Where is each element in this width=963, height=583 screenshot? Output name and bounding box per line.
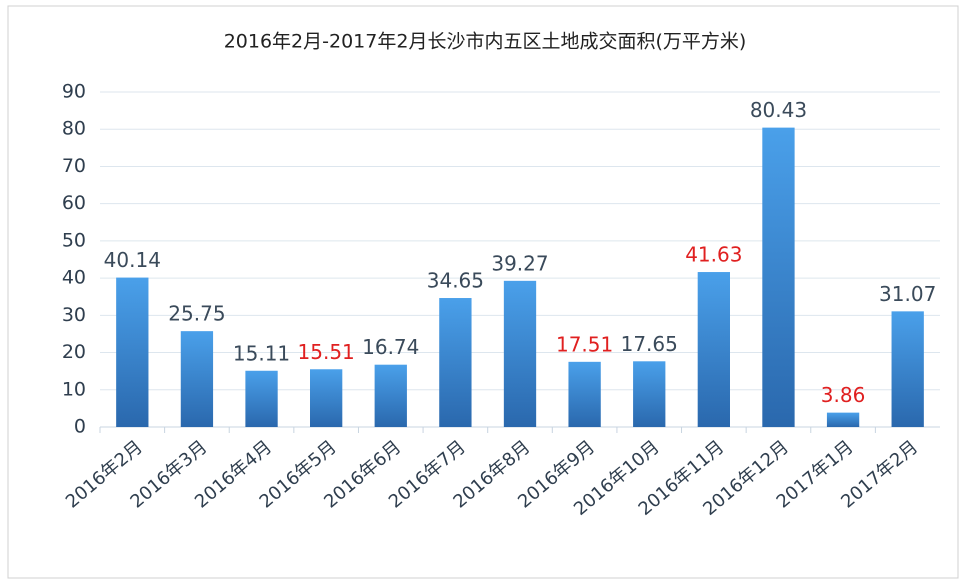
value-label: 16.74: [362, 335, 419, 359]
value-label: 17.51: [556, 332, 613, 356]
bar: [568, 361, 601, 427]
y-tick-label: 90: [62, 81, 86, 103]
bar: [762, 127, 795, 427]
bar: [503, 280, 537, 427]
value-label: 25.75: [168, 302, 225, 326]
value-label: 40.14: [104, 248, 161, 272]
bar: [633, 361, 666, 427]
y-tick-label: 40: [62, 267, 86, 289]
bar: [374, 364, 407, 427]
bar: [439, 298, 472, 427]
y-tick-label: 70: [62, 155, 86, 177]
y-tick-label: 80: [62, 118, 86, 140]
bar: [891, 311, 924, 427]
value-label: 80.43: [750, 98, 807, 122]
value-label: 15.51: [298, 340, 355, 364]
bar: [116, 277, 149, 427]
y-tick-label: 60: [62, 192, 86, 214]
value-label: 34.65: [427, 269, 484, 293]
frame: [7, 5, 959, 579]
bar: [697, 272, 730, 427]
bar: [310, 369, 343, 427]
y-tick-label: 30: [62, 304, 86, 326]
value-label: 17.65: [621, 332, 678, 356]
y-tick-label: 10: [62, 378, 86, 400]
y-tick-label: 0: [74, 416, 86, 438]
value-label: 39.27: [491, 251, 548, 275]
bar: [245, 370, 278, 427]
value-label: 15.11: [233, 341, 290, 365]
bar: [180, 331, 214, 427]
y-tick-label: 50: [62, 229, 86, 251]
value-label: 31.07: [879, 282, 936, 306]
y-tick-label: 20: [62, 341, 86, 363]
chart-title: 2016年2月-2017年2月长沙市内五区土地成交面积(万平方米): [224, 31, 747, 53]
bar: [826, 412, 860, 427]
value-label: 3.86: [821, 383, 866, 407]
value-label: 41.63: [685, 243, 742, 267]
